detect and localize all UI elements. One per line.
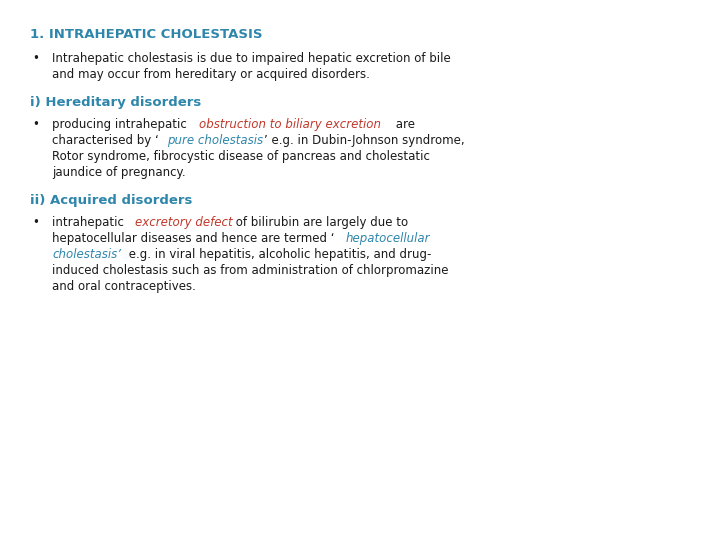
Text: Rotor syndrome, fibrocystic disease of pancreas and cholestatic: Rotor syndrome, fibrocystic disease of p… [52,150,430,163]
Text: ’ e.g. in Dubin-Johnson syndrome,: ’ e.g. in Dubin-Johnson syndrome, [264,134,464,147]
Text: induced cholestasis such as from administration of chlorpromazine: induced cholestasis such as from adminis… [52,264,449,277]
Text: intrahepatic: intrahepatic [52,216,127,229]
Text: e.g. in viral hepatitis, alcoholic hepatitis, and drug-: e.g. in viral hepatitis, alcoholic hepat… [125,248,431,261]
Text: hepatocellular: hepatocellular [346,232,430,245]
Text: cholestasis’: cholestasis’ [52,248,121,261]
Text: jaundice of pregnancy.: jaundice of pregnancy. [52,166,186,179]
Text: ii) Acquired disorders: ii) Acquired disorders [30,194,192,207]
Text: characterised by ‘: characterised by ‘ [52,134,158,147]
Text: •: • [32,216,39,229]
Text: and oral contraceptives.: and oral contraceptives. [52,280,196,293]
Text: hepatocellular diseases and hence are termed ‘: hepatocellular diseases and hence are te… [52,232,335,245]
Text: 1. INTRAHEPATIC CHOLESTASIS: 1. INTRAHEPATIC CHOLESTASIS [30,28,263,41]
Text: Intrahepatic cholestasis is due to impaired hepatic excretion of bile: Intrahepatic cholestasis is due to impai… [52,52,451,65]
Text: i) Hereditary disorders: i) Hereditary disorders [30,96,202,109]
Text: excretory defect: excretory defect [135,216,233,229]
Text: producing intrahepatic: producing intrahepatic [52,118,191,131]
Text: pure cholestasis: pure cholestasis [167,134,263,147]
Text: •: • [32,52,39,65]
Text: of bilirubin are largely due to: of bilirubin are largely due to [232,216,408,229]
Text: are: are [392,118,415,131]
Text: •: • [32,118,39,131]
Text: obstruction to biliary excretion: obstruction to biliary excretion [199,118,381,131]
Text: and may occur from hereditary or acquired disorders.: and may occur from hereditary or acquire… [52,68,370,81]
